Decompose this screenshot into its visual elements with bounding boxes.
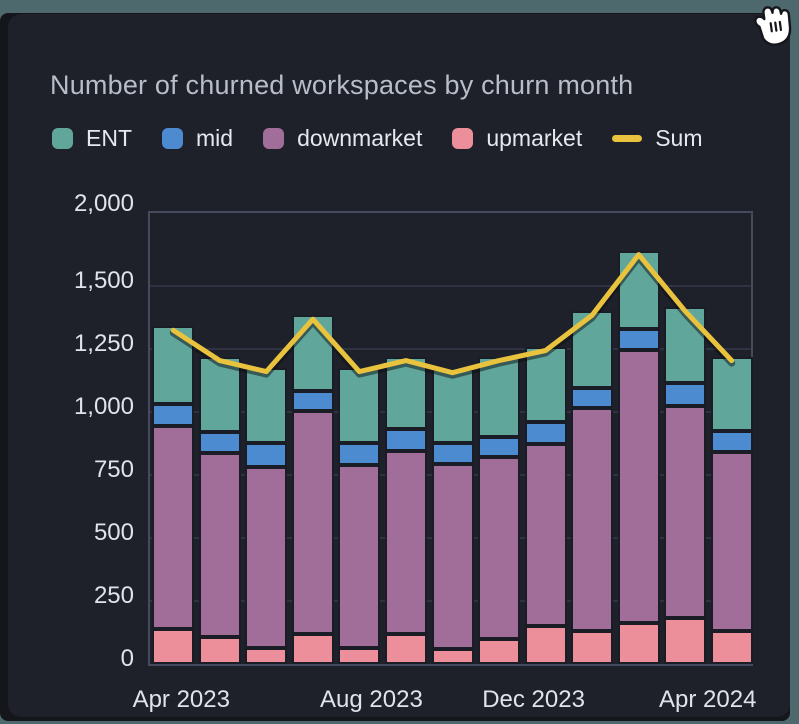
legend-item-upmarket[interactable]: upmarket	[452, 125, 582, 152]
legend-label: ENT	[86, 125, 132, 151]
bar-segment-downmarket[interactable]	[152, 426, 195, 629]
bar-jul-2023	[291, 209, 334, 664]
legend-item-ent[interactable]: ENT	[52, 125, 132, 152]
legend-item-downmarket[interactable]: downmarket	[263, 125, 422, 152]
sum-line-path	[170, 252, 735, 376]
y-tick-label-500: 500	[93, 519, 134, 546]
bar-segment-mid[interactable]	[384, 429, 427, 452]
bar-segment-ent[interactable]	[245, 367, 288, 444]
legend-label: mid	[196, 125, 234, 151]
bar-segment-upmarket[interactable]	[245, 647, 288, 664]
bar-nov-2023	[478, 209, 521, 664]
y-tick-label-1000: 1,000	[73, 393, 134, 420]
bar-jan-2024	[571, 209, 614, 664]
bar-mar-2024	[664, 209, 707, 664]
bar-feb-2024	[617, 209, 660, 664]
bar-segment-downmarket[interactable]	[478, 457, 521, 639]
bar-oct-2023	[431, 209, 474, 664]
bar-segment-mid[interactable]	[291, 390, 334, 411]
gridline-1500	[150, 285, 751, 287]
bar-segment-mid[interactable]	[664, 382, 707, 406]
bar-segment-upmarket[interactable]	[384, 633, 427, 664]
bar-may-2023	[198, 209, 241, 664]
chart-card[interactable]: Number of churned workspaces by churn mo…	[8, 14, 790, 717]
legend-marker-upmarket	[452, 128, 474, 149]
bar-segment-upmarket[interactable]	[617, 622, 660, 664]
chart-title: Number of churned workspaces by churn mo…	[50, 70, 634, 100]
bar-segment-mid[interactable]	[478, 437, 521, 458]
bar-segment-upmarket[interactable]	[571, 630, 614, 664]
bar-segment-upmarket[interactable]	[664, 617, 707, 664]
y-tick-label-1250: 1,250	[73, 330, 134, 357]
sum-line	[169, 252, 736, 379]
bar-segment-upmarket[interactable]	[152, 628, 195, 664]
x-tick-label-apr-2023: Apr 2023	[132, 686, 230, 713]
bar-segment-mid[interactable]	[710, 431, 753, 453]
bar-segment-upmarket[interactable]	[198, 636, 241, 664]
bar-segment-mid[interactable]	[571, 387, 614, 408]
bar-aug-2023	[338, 209, 381, 664]
sum-line-path	[169, 253, 736, 379]
bar-segment-mid[interactable]	[431, 443, 474, 465]
gridline-1250	[150, 348, 751, 350]
bar-segment-downmarket[interactable]	[617, 349, 660, 623]
legend-marker-sum	[612, 135, 643, 142]
bar-segment-mid[interactable]	[198, 432, 241, 454]
legend-label: upmarket	[486, 125, 583, 151]
bar-segment-ent[interactable]	[431, 368, 474, 444]
bar-segment-mid[interactable]	[524, 422, 567, 445]
bar-segment-upmarket[interactable]	[478, 638, 521, 664]
bar-segment-upmarket[interactable]	[338, 647, 381, 664]
bar-segment-mid[interactable]	[617, 329, 660, 350]
bar-segment-downmarket[interactable]	[710, 452, 753, 631]
bar-segment-downmarket[interactable]	[198, 453, 241, 637]
y-tick-label-750: 750	[93, 456, 134, 483]
bar-segment-downmarket[interactable]	[571, 407, 614, 631]
bar-apr-2023	[152, 209, 195, 664]
bar-segment-ent[interactable]	[338, 367, 381, 444]
bar-segment-upmarket[interactable]	[431, 648, 474, 664]
bar-segment-ent[interactable]	[664, 307, 707, 383]
legend: ENT mid downmarket upmarket Sum	[52, 125, 703, 152]
legend-label: Sum	[655, 125, 703, 151]
bar-segment-mid[interactable]	[152, 403, 195, 427]
y-tick-label-2000: 2,000	[73, 190, 134, 217]
legend-marker-ent	[52, 128, 73, 149]
bar-segment-downmarket[interactable]	[338, 465, 381, 648]
bar-segment-upmarket[interactable]	[710, 630, 753, 664]
bar-segment-downmarket[interactable]	[524, 444, 567, 626]
x-tick-label-apr-2024: Apr 2024	[659, 686, 757, 713]
legend-marker-mid	[162, 128, 183, 149]
bar-jun-2023	[245, 209, 288, 664]
y-tick-label-0: 0	[120, 645, 134, 672]
bar-segment-upmarket[interactable]	[524, 625, 567, 664]
bar-segment-ent[interactable]	[710, 356, 753, 432]
bar-segment-ent[interactable]	[291, 315, 334, 391]
bar-segment-downmarket[interactable]	[384, 451, 427, 634]
legend-marker-downmarket	[263, 128, 285, 149]
bar-segment-ent[interactable]	[478, 356, 521, 438]
bar-segment-downmarket[interactable]	[291, 411, 334, 634]
grab-hand-cursor	[754, 6, 792, 46]
legend-label: downmarket	[297, 125, 423, 151]
bar-segment-downmarket[interactable]	[431, 464, 474, 649]
bar-segment-ent[interactable]	[617, 250, 660, 330]
bar-segment-mid[interactable]	[245, 443, 288, 468]
x-tick-label-aug-2023: Aug 2023	[320, 686, 423, 713]
bar-segment-upmarket[interactable]	[291, 633, 334, 664]
bar-segment-downmarket[interactable]	[664, 405, 707, 618]
y-tick-label-250: 250	[93, 582, 134, 609]
bar-segment-downmarket[interactable]	[245, 467, 288, 648]
legend-item-mid[interactable]: mid	[162, 125, 233, 152]
y-tick-label-1500: 1,500	[73, 267, 134, 294]
legend-item-sum[interactable]: Sum	[612, 125, 703, 152]
x-tick-label-dec-2023: Dec 2023	[482, 686, 585, 713]
bar-segment-mid[interactable]	[338, 443, 381, 466]
chart-plot-area[interactable]	[148, 211, 753, 666]
bar-apr-2024	[710, 209, 753, 664]
bars-layer	[150, 213, 753, 664]
